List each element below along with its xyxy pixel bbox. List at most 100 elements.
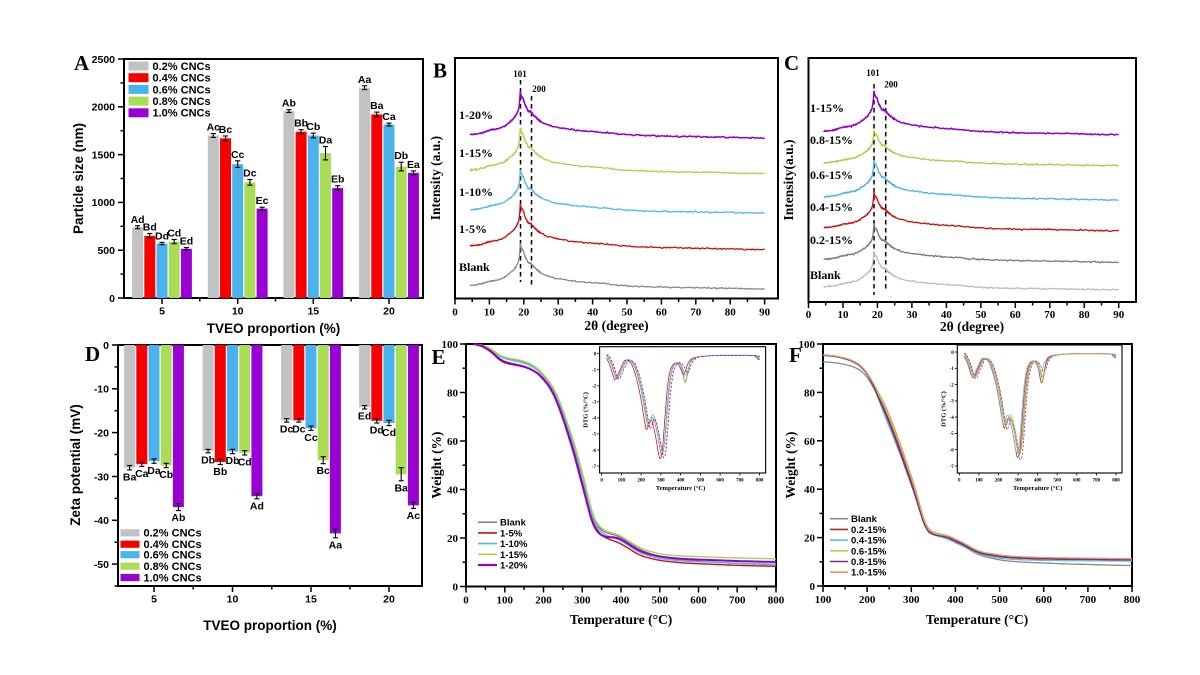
svg-text:100: 100 xyxy=(975,479,983,484)
svg-text:0.4-15%: 0.4-15% xyxy=(851,536,887,547)
svg-text:800: 800 xyxy=(1124,594,1141,606)
svg-text:0: 0 xyxy=(958,479,961,484)
svg-text:-20: -20 xyxy=(94,427,109,439)
svg-text:20: 20 xyxy=(383,594,395,606)
svg-text:-4: -4 xyxy=(950,416,955,421)
svg-text:50: 50 xyxy=(975,309,987,321)
svg-text:0.2-15%: 0.2-15% xyxy=(810,233,853,247)
svg-text:2000: 2000 xyxy=(92,102,116,114)
svg-text:0: 0 xyxy=(810,581,816,593)
svg-text:Temperature (°C): Temperature (°C) xyxy=(926,612,1029,627)
svg-text:600: 600 xyxy=(690,595,707,607)
svg-text:Bb: Bb xyxy=(213,466,227,478)
svg-text:1-10%: 1-10% xyxy=(500,539,528,550)
svg-text:A: A xyxy=(74,51,90,75)
svg-text:Ab: Ab xyxy=(282,98,296,110)
svg-text:-4: -4 xyxy=(592,417,597,422)
svg-text:Blank: Blank xyxy=(459,260,490,274)
svg-text:Temperature (°C): Temperature (°C) xyxy=(1013,485,1062,492)
svg-text:0.6% CNCs: 0.6% CNCs xyxy=(153,84,211,96)
svg-text:400: 400 xyxy=(677,479,685,484)
svg-text:20: 20 xyxy=(518,307,530,319)
svg-text:-3: -3 xyxy=(592,401,597,406)
svg-text:400: 400 xyxy=(947,594,964,606)
svg-text:Cd: Cd xyxy=(382,427,396,439)
svg-text:Temperature (°C): Temperature (°C) xyxy=(656,485,705,492)
svg-text:Ac: Ac xyxy=(407,510,421,522)
svg-text:Dc: Dc xyxy=(292,424,306,436)
svg-text:5: 5 xyxy=(159,306,165,318)
svg-text:Particle size (nm): Particle size (nm) xyxy=(71,123,86,234)
svg-text:0.8-15%: 0.8-15% xyxy=(851,557,887,568)
svg-text:Ca: Ca xyxy=(135,468,149,480)
svg-text:-5: -5 xyxy=(950,432,955,437)
svg-text:-50: -50 xyxy=(94,559,109,571)
svg-text:Blank: Blank xyxy=(810,268,841,282)
svg-text:1.0% CNCs: 1.0% CNCs xyxy=(144,572,202,584)
svg-text:50: 50 xyxy=(622,307,634,319)
svg-text:Bc: Bc xyxy=(316,465,330,477)
svg-text:0: 0 xyxy=(463,595,469,607)
svg-text:200: 200 xyxy=(884,80,898,90)
svg-text:80: 80 xyxy=(804,387,816,399)
svg-text:1.0% CNCs: 1.0% CNCs xyxy=(153,108,211,120)
svg-text:1.0-15%: 1.0-15% xyxy=(851,568,887,579)
svg-text:70: 70 xyxy=(1044,309,1056,321)
svg-text:0.4% CNCs: 0.4% CNCs xyxy=(144,539,202,551)
svg-text:40: 40 xyxy=(587,307,599,319)
svg-text:90: 90 xyxy=(759,307,771,319)
svg-text:10: 10 xyxy=(227,594,239,606)
svg-text:300: 300 xyxy=(1014,479,1022,484)
svg-text:2500: 2500 xyxy=(92,54,116,66)
svg-text:500: 500 xyxy=(1053,479,1061,484)
svg-text:Dd: Dd xyxy=(155,230,169,242)
svg-text:0.4% CNCs: 0.4% CNCs xyxy=(153,73,211,85)
svg-text:80: 80 xyxy=(447,388,459,400)
svg-text:800: 800 xyxy=(768,595,785,607)
svg-text:Ed: Ed xyxy=(358,411,371,423)
svg-text:Dc: Dc xyxy=(280,424,294,436)
svg-text:-2: -2 xyxy=(592,385,597,390)
svg-text:-1: -1 xyxy=(950,367,955,372)
svg-text:0.2% CNCs: 0.2% CNCs xyxy=(153,61,211,73)
svg-text:Ac: Ac xyxy=(207,122,221,134)
svg-text:700: 700 xyxy=(736,479,744,484)
svg-text:Da: Da xyxy=(319,135,333,147)
svg-text:0.8% CNCs: 0.8% CNCs xyxy=(144,561,202,573)
svg-text:700: 700 xyxy=(729,595,746,607)
svg-text:101: 101 xyxy=(513,69,527,79)
svg-text:-7: -7 xyxy=(592,465,597,470)
svg-text:500: 500 xyxy=(97,245,115,257)
svg-text:700: 700 xyxy=(1093,479,1101,484)
svg-text:1000: 1000 xyxy=(92,197,116,209)
svg-text:20: 20 xyxy=(383,306,395,318)
svg-text:400: 400 xyxy=(1034,479,1042,484)
svg-text:Ab: Ab xyxy=(171,512,185,524)
svg-text:1-10%: 1-10% xyxy=(459,185,493,199)
svg-text:300: 300 xyxy=(903,594,920,606)
svg-text:Db: Db xyxy=(226,455,240,467)
svg-text:40: 40 xyxy=(941,309,953,321)
svg-text:0.6% CNCs: 0.6% CNCs xyxy=(144,550,202,562)
svg-text:800: 800 xyxy=(1112,479,1120,484)
svg-text:0.4-15%: 0.4-15% xyxy=(810,200,853,214)
svg-text:Dc: Dc xyxy=(243,168,257,180)
svg-text:F: F xyxy=(789,343,802,367)
svg-text:200: 200 xyxy=(535,595,552,607)
svg-text:80: 80 xyxy=(1079,309,1091,321)
svg-text:500: 500 xyxy=(697,479,705,484)
svg-text:Db: Db xyxy=(201,454,215,466)
svg-text:0: 0 xyxy=(109,293,115,305)
svg-text:0: 0 xyxy=(452,307,458,319)
svg-text:Blank: Blank xyxy=(500,518,527,529)
svg-text:200: 200 xyxy=(637,479,645,484)
svg-text:Aa: Aa xyxy=(358,74,372,86)
svg-text:D: D xyxy=(85,342,100,366)
svg-text:Ba: Ba xyxy=(370,100,384,112)
svg-text:-5: -5 xyxy=(592,433,597,438)
svg-text:20: 20 xyxy=(447,533,459,545)
svg-text:600: 600 xyxy=(716,479,724,484)
svg-text:Cb: Cb xyxy=(159,469,173,481)
svg-text:1-5%: 1-5% xyxy=(459,222,487,236)
svg-text:-3: -3 xyxy=(950,400,955,405)
